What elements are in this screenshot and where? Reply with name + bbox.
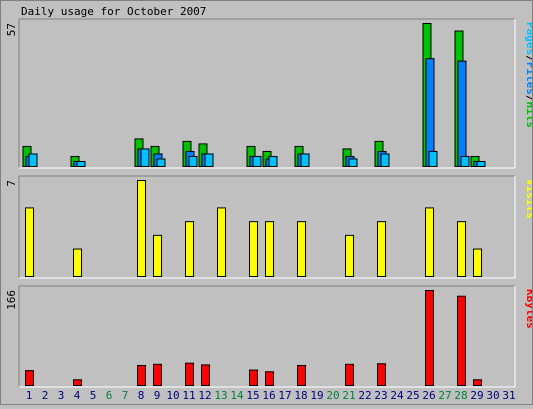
kbytes-bar bbox=[73, 379, 82, 386]
chart-title: Daily usage for October 2007 bbox=[21, 5, 206, 18]
kbytes-bar bbox=[137, 364, 146, 386]
hits-y-max-label: 57 bbox=[5, 23, 18, 36]
x-tick-label: 6 bbox=[106, 389, 113, 402]
x-tick-label: 13 bbox=[214, 389, 227, 402]
x-tick-label: 30 bbox=[486, 389, 499, 402]
visits-bar bbox=[377, 221, 386, 277]
x-tick-label: 31 bbox=[502, 389, 515, 402]
visits-bar bbox=[185, 221, 194, 277]
pages-bar bbox=[76, 160, 86, 167]
pages-bar bbox=[188, 155, 198, 167]
visits-panel: 7 Visits bbox=[5, 175, 533, 279]
x-tick-label: 21 bbox=[342, 389, 355, 402]
pages-bar bbox=[204, 153, 214, 168]
visits-bar bbox=[217, 207, 226, 277]
kbytes-series-label: KBytes bbox=[524, 289, 532, 329]
x-tick-label: 22 bbox=[358, 389, 371, 402]
pages-bar bbox=[140, 148, 150, 168]
kbytes-bar bbox=[249, 369, 258, 386]
kbytes-bar bbox=[153, 363, 162, 386]
pages-bar bbox=[28, 153, 38, 168]
kbytes-panel: 166 KBytes bbox=[5, 285, 533, 388]
x-tick-label: 20 bbox=[326, 389, 339, 402]
kbytes-bar bbox=[425, 290, 434, 386]
visits-y-max-label: 7 bbox=[5, 180, 18, 187]
x-tick-label: 14 bbox=[230, 389, 244, 402]
x-tick-label: 27 bbox=[438, 389, 451, 402]
x-tick-label: 26 bbox=[422, 389, 435, 402]
kbytes-bar bbox=[345, 363, 354, 386]
kbytes-bar bbox=[457, 295, 466, 387]
visits-bar bbox=[345, 234, 354, 278]
kbytes-y-max-label: 166 bbox=[5, 290, 18, 310]
x-tick-label: 28 bbox=[454, 389, 467, 402]
x-tick-label: 19 bbox=[310, 389, 323, 402]
visits-bar bbox=[473, 248, 482, 277]
x-tick-label: 8 bbox=[138, 389, 145, 402]
files-bar bbox=[457, 60, 467, 168]
pages-bar bbox=[380, 153, 390, 168]
pages-bar bbox=[428, 150, 438, 168]
x-tick-label: 18 bbox=[294, 389, 307, 402]
files-bar bbox=[425, 58, 435, 167]
visits-bar bbox=[297, 221, 306, 277]
x-tick-label: 2 bbox=[42, 389, 49, 402]
x-tick-label: 3 bbox=[58, 389, 65, 402]
pages-bar bbox=[348, 158, 358, 167]
kbytes-bar bbox=[201, 364, 210, 386]
x-tick-label: 12 bbox=[198, 389, 211, 402]
visits-bar bbox=[153, 234, 162, 278]
hits-panel: 57 Pages/Files/Hits bbox=[5, 18, 533, 169]
x-tick-label: 5 bbox=[90, 389, 97, 402]
pages-bar bbox=[252, 155, 262, 167]
visits-bar bbox=[457, 221, 466, 277]
pages-bar bbox=[300, 153, 310, 168]
pages-bar bbox=[268, 155, 278, 167]
kbytes-bar bbox=[473, 379, 482, 386]
kbytes-bar bbox=[185, 362, 194, 387]
x-tick-label: 25 bbox=[406, 389, 419, 402]
kbytes-bar bbox=[265, 371, 274, 386]
x-tick-label: 4 bbox=[74, 389, 81, 402]
kbytes-bar bbox=[377, 363, 386, 387]
visits-bar bbox=[425, 207, 434, 277]
x-tick-label: 1 bbox=[26, 389, 33, 402]
visits-bar bbox=[137, 180, 146, 277]
visits-bar bbox=[73, 248, 82, 277]
x-tick-label: 23 bbox=[374, 389, 387, 402]
x-tick-label: 11 bbox=[182, 389, 195, 402]
visits-bar bbox=[265, 221, 274, 277]
visits-bar bbox=[249, 221, 258, 277]
visits-bar bbox=[25, 207, 34, 277]
x-tick-label: 17 bbox=[278, 389, 291, 402]
x-tick-label: 16 bbox=[262, 389, 275, 402]
x-tick-label: 10 bbox=[166, 389, 179, 402]
kbytes-bar bbox=[297, 364, 306, 386]
x-tick-label: 9 bbox=[154, 389, 161, 402]
pages-bar bbox=[476, 160, 486, 167]
x-tick-label: 24 bbox=[390, 389, 404, 402]
pages-bar bbox=[156, 158, 166, 167]
x-tick-label: 29 bbox=[470, 389, 483, 402]
x-tick-label: 15 bbox=[246, 389, 259, 402]
kbytes-bar bbox=[25, 370, 34, 387]
visits-series-label: Visits bbox=[524, 179, 532, 219]
hits-series-label: Pages/Files/Hits bbox=[524, 22, 532, 128]
pages-bar bbox=[460, 155, 470, 167]
x-tick-label: 7 bbox=[122, 389, 129, 402]
